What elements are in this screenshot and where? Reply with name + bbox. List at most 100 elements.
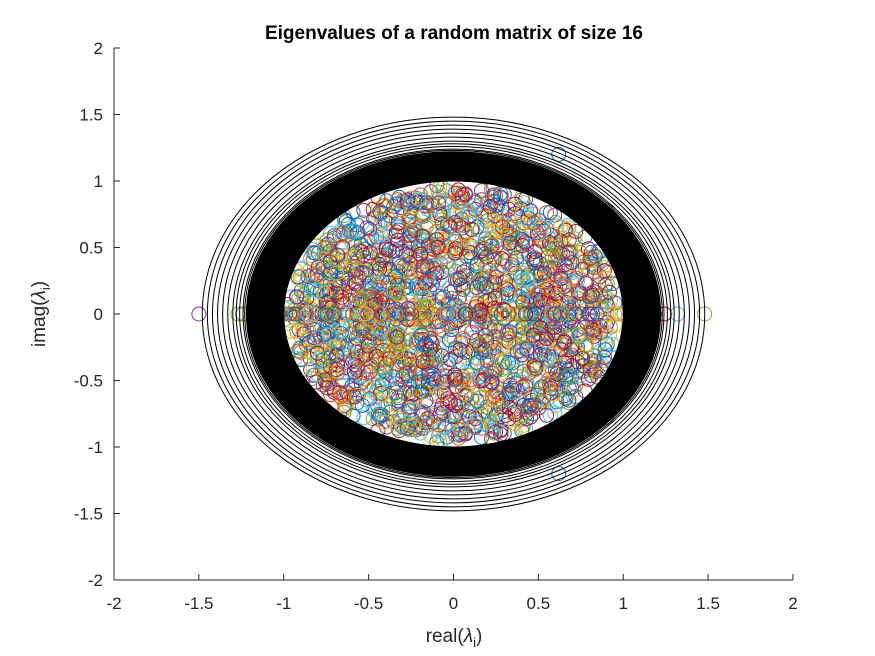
eigenvalue-point: [432, 189, 448, 205]
eigenvalue-point: [532, 292, 548, 308]
eigenvalue-point: [401, 213, 417, 229]
eigenvalue-point: [451, 194, 467, 210]
eigenvalue-point: [553, 341, 569, 357]
eigenvalue-point: [358, 362, 374, 378]
y-tick-label: 1: [94, 172, 103, 191]
eigenvalue-point: [514, 306, 530, 322]
eigenvalue-point: [407, 218, 423, 234]
eigenvalue-point: [362, 221, 378, 237]
eigenvalue-point: [371, 333, 387, 349]
eigenvalue-point: [574, 306, 590, 322]
eigenvalue-point: [432, 423, 448, 439]
x-tick-label: -1: [276, 594, 291, 613]
eigenvalue-point: [434, 322, 450, 338]
eigenvalue-point: [335, 225, 351, 241]
bounding-circle: [254, 157, 653, 471]
eigenvalue-point: [441, 397, 457, 413]
eigenvalue-point: [472, 222, 488, 238]
eigenvalue-point: [525, 252, 541, 268]
eigenvalue-point: [441, 215, 457, 231]
bounding-circle: [277, 175, 630, 453]
eigenvalue-point: [502, 288, 518, 304]
eigenvalue-point: [323, 225, 339, 241]
bounding-circle: [239, 145, 668, 483]
eigenvalue-point: [440, 254, 456, 270]
bounding-circle: [249, 153, 658, 475]
eigenvalue-point: [461, 203, 477, 219]
eigenvalue-point: [341, 306, 357, 322]
eigenvalue-point: [514, 231, 530, 247]
eigenvalue-point: [388, 224, 404, 240]
eigenvalue-point: [458, 306, 474, 322]
eigenvalue-point: [566, 231, 582, 247]
bounding-circle: [283, 180, 624, 448]
eigenvalue-point: [454, 241, 470, 257]
eigenvalue-point: [549, 218, 565, 234]
bounding-circle: [264, 165, 643, 463]
eigenvalue-point: [487, 322, 503, 338]
eigenvalue-point: [447, 214, 463, 230]
eigenvalue-point: [352, 322, 368, 338]
eigenvalue-point: [574, 351, 590, 367]
eigenvalue-point: [542, 408, 558, 424]
bounding-circle: [253, 157, 654, 471]
eigenvalue-point: [488, 269, 504, 285]
eigenvalue-point: [490, 197, 506, 213]
bounding-circle: [270, 170, 637, 458]
eigenvalue-point: [431, 417, 447, 433]
eigenvalue-point: [531, 285, 547, 301]
eigenvalue-point: [539, 407, 555, 423]
eigenvalue-point: [390, 276, 406, 292]
bounding-circle: [260, 162, 647, 466]
eigenvalue-point: [514, 347, 530, 363]
eigenvalue-point: [371, 279, 387, 295]
bounding-circle: [249, 154, 658, 474]
bounding-circle: [232, 140, 675, 488]
eigenvalue-point: [483, 238, 499, 254]
eigenvalue-point: [516, 215, 532, 231]
eigenvalue-point: [390, 202, 406, 218]
eigenvalue-point: [487, 290, 503, 306]
eigenvalue-point: [556, 333, 572, 349]
eigenvalue-point: [533, 394, 549, 410]
eigenvalue-point: [507, 416, 523, 432]
eigenvalue-point: [582, 262, 598, 278]
eigenvalue-point: [527, 318, 543, 334]
eigenvalue-point: [376, 414, 392, 430]
eigenvalue-point: [366, 337, 382, 353]
eigenvalue-point: [493, 189, 509, 205]
eigenvalue-point: [564, 255, 580, 271]
bounding-circle: [247, 152, 660, 476]
x-ticks: -2 -1.5 -1 -0.5 0 0.5 1 1.5 2: [106, 574, 798, 613]
eigenvalue-point: [486, 399, 502, 415]
eigenvalue-point: [483, 374, 499, 390]
eigenvalue-point: [574, 285, 590, 301]
eigenvalue-point: [601, 284, 617, 300]
eigenvalue-point: [601, 328, 617, 344]
eigenvalue-point: [515, 408, 531, 424]
y-tick-label: 1.5: [79, 106, 103, 125]
eigenvalue-point: [490, 415, 506, 431]
eigenvalue-point: [514, 381, 530, 397]
eigenvalue-point: [396, 385, 412, 401]
x-tick-label: 0.5: [527, 594, 551, 613]
eigenvalue-point: [455, 331, 471, 347]
eigenvalue-point: [493, 423, 509, 439]
eigenvalue-point: [484, 237, 500, 253]
y-tick-label: 0.5: [79, 239, 103, 258]
bounding-circle: [259, 161, 648, 467]
bounding-circle: [201, 116, 706, 512]
eigenvalue-point: [440, 306, 456, 322]
eigenvalue-point: [310, 267, 326, 283]
eigenvalue-point: [437, 375, 453, 391]
bounding-circle: [279, 177, 628, 451]
bounding-circle: [248, 153, 659, 475]
eigenvalue-point: [566, 381, 582, 397]
eigenvalue-point: [403, 409, 419, 425]
eigenvalue-point: [310, 353, 326, 369]
eigenvalue-point: [594, 306, 610, 322]
eigenvalue-point: [288, 289, 304, 305]
eigenvalue-point: [488, 424, 504, 440]
bounding-circle: [244, 149, 663, 479]
